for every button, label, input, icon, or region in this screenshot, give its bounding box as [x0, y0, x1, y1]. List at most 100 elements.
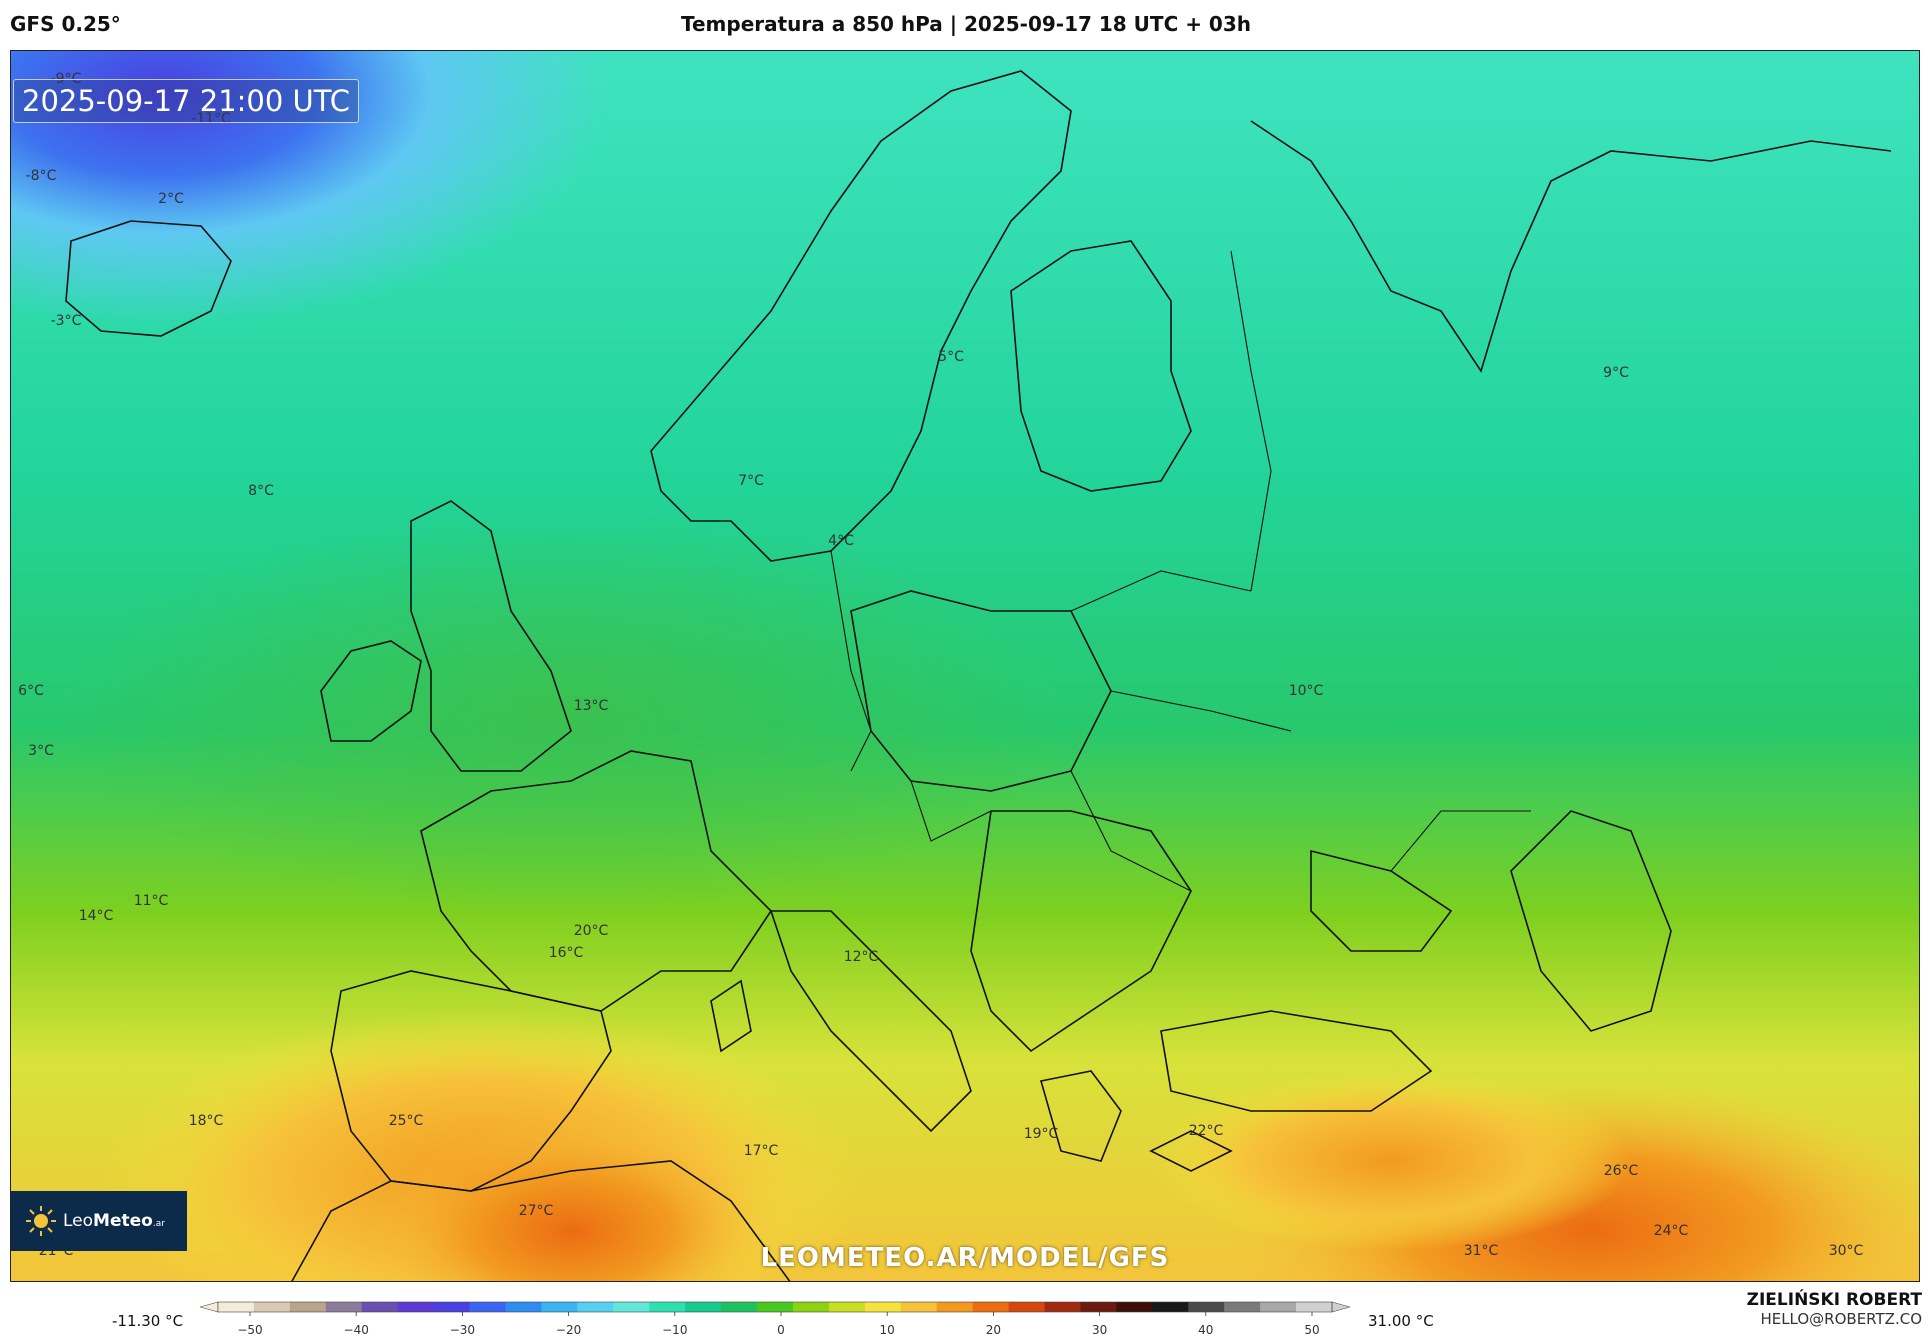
temperature-label: 26°C: [1603, 1163, 1639, 1179]
colorbar-cell: [289, 1302, 327, 1312]
temperature-label: -8°C: [25, 168, 57, 184]
colorbar-cell: [1260, 1302, 1297, 1312]
colorbar-cell: [721, 1302, 758, 1312]
colorbar-cell: [936, 1302, 974, 1312]
temperature-label: 30°C: [1828, 1243, 1864, 1259]
france-outline: [420, 750, 773, 1012]
temperature-label: 10°C: [1288, 683, 1324, 699]
temperature-label: 2°C: [158, 191, 184, 207]
border-austria-hungary: [910, 780, 992, 842]
colorbar-tick-label: −20: [556, 1323, 581, 1337]
colorbar-cell: [1008, 1302, 1046, 1312]
scandinavia-outline: [650, 70, 1072, 562]
finland-outline: [1010, 240, 1192, 492]
warm-region-levant: [1151, 1071, 1631, 1251]
coastlines: [65, 70, 1892, 1281]
colorbar-cell: [1152, 1302, 1189, 1312]
author-name: ZIELIŃSKI ROBERT: [1746, 1290, 1922, 1310]
colorbar-tick-label: −30: [450, 1323, 475, 1337]
temperature-label: 13°C: [573, 698, 609, 714]
border-belarus-ukraine: [1110, 690, 1292, 732]
ireland-outline: [320, 640, 422, 742]
colorbar-cells: [200, 1301, 1350, 1313]
colorbar-max-arrow: [1331, 1301, 1350, 1313]
colorbar-tick-label: 0: [777, 1323, 785, 1337]
temperature-label: 11°C: [133, 893, 169, 909]
colorbar-tick-label: 50: [1304, 1323, 1319, 1337]
temperature-labels: -9°C -11°C -8°C -3°C 2°C 6°C 3°C 7°C 5°C 4°C 9°C 8°…: [11, 51, 1919, 1281]
colorbar-cell: [1080, 1302, 1117, 1312]
cold-air-region: [11, 51, 1011, 571]
temperature-label: 18°C: [188, 1113, 224, 1129]
temperature-label: 6°C: [18, 683, 44, 699]
colorbar-cell: [900, 1302, 938, 1312]
border-romania: [1070, 770, 1192, 892]
colorbar-cell: [864, 1302, 902, 1312]
temperature-label: 8°C: [248, 483, 274, 499]
colorbar-tick-label: −40: [344, 1323, 369, 1337]
temperature-label: 16°C: [548, 945, 584, 961]
temperature-label: 14°C: [78, 908, 114, 924]
temperature-label: 24°C: [1653, 1223, 1689, 1239]
colorbar-cell: [972, 1302, 1010, 1312]
model-name: GFS 0.25°: [10, 12, 121, 36]
colorbar-tick-label: 10: [880, 1323, 895, 1337]
colorbar-cell: [1116, 1302, 1153, 1312]
colorbar-cell: [505, 1302, 542, 1312]
colorbar-tick-label: −50: [237, 1323, 262, 1337]
north-africa-coast: [291, 1160, 791, 1281]
sun-icon: [26, 1206, 56, 1236]
map-canvas: [11, 51, 1919, 1281]
author-email[interactable]: HELLO@ROBERTZ.CO: [1760, 1310, 1922, 1328]
great-britain-outline: [410, 500, 572, 772]
colorbar-tick-label: 40: [1198, 1323, 1213, 1337]
colorbar-ticks: −50 −40 −30 −20 −10 0 10 20 30 40 50: [237, 1312, 1320, 1337]
valid-time-badge: 2025-09-17 21:00 UTC: [13, 79, 360, 123]
border-russia-west: [1230, 250, 1272, 592]
colorbar-tick-label: 20: [986, 1323, 1001, 1337]
temperature-label: 17°C: [743, 1143, 779, 1159]
colorbar-cell: [325, 1302, 363, 1312]
border-baltics: [1070, 570, 1252, 612]
caspian-sea-outline: [1510, 810, 1672, 1032]
arctic-coast: [1250, 120, 1892, 373]
temperature-label: 27°C: [518, 1203, 554, 1219]
border-germany-west: [830, 550, 872, 772]
leometeo-logo[interactable]: LeoMeteo.ar: [11, 1191, 187, 1251]
colorbar-cell: [613, 1302, 650, 1312]
poland-outline: [850, 590, 1112, 792]
colorbar-cell: [577, 1302, 614, 1312]
colorbar-cell: [397, 1302, 435, 1312]
balkans-outline: [970, 810, 1192, 1053]
temperature-label: 25°C: [388, 1113, 424, 1129]
colorbar-min-arrow: [200, 1301, 219, 1313]
temperature-label: -3°C: [50, 313, 82, 329]
crete-outline: [1149, 1130, 1233, 1172]
temperature-map[interactable]: -9°C -11°C -8°C -3°C 2°C 6°C 3°C 7°C 5°C 4°C 9°C 8°…: [10, 50, 1920, 1282]
colorbar-cell: [1224, 1302, 1261, 1312]
colorbar-cell: [541, 1302, 578, 1312]
colorbar-min-label: -11.30 °C: [112, 1312, 184, 1330]
colorbar-cell: [469, 1302, 506, 1312]
colorbar-tick-label: −10: [662, 1323, 687, 1337]
temperature-label: 7°C: [738, 473, 764, 489]
temperature-label: -11°C: [191, 111, 231, 127]
anatomia-outline: [1160, 1010, 1433, 1112]
corsica-sardinia-outline: [710, 979, 752, 1053]
temperature-label: 31°C: [1463, 1243, 1499, 1259]
border-russia-south: [1390, 810, 1531, 872]
temperature-label: 5°C: [938, 349, 964, 365]
colorbar-cell: [828, 1302, 866, 1312]
colorbar-cell: [685, 1302, 722, 1312]
temperature-label: 9°C: [1603, 365, 1629, 381]
source-watermark: LEOMETEO.AR/MODEL/GFS: [760, 1243, 1170, 1273]
logo-wordmark: LeoMeteo.ar: [63, 1211, 165, 1231]
temperature-label: 20°C: [573, 923, 609, 939]
colorbar-cell: [253, 1302, 291, 1312]
colorbar-tick-label: 30: [1092, 1323, 1107, 1337]
iceland-outline: [65, 220, 232, 337]
temperature-label: 19°C: [1023, 1126, 1059, 1142]
colorbar-cell: [361, 1302, 399, 1312]
colorbar-cell: [433, 1302, 471, 1312]
colorbar-max-label: 31.00 °C: [1368, 1312, 1434, 1330]
